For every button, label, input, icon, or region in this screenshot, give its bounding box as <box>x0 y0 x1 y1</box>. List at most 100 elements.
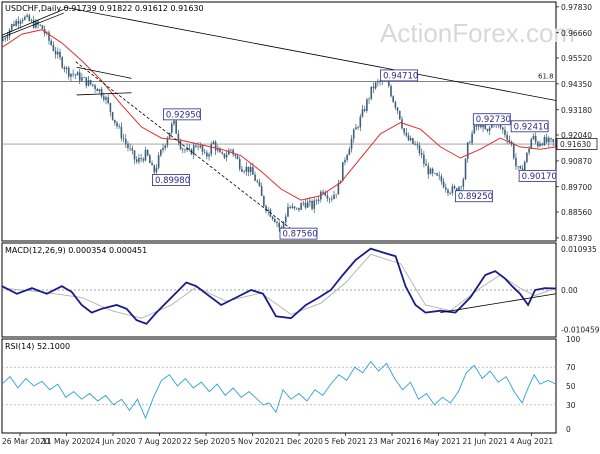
x-tick-label: 7 Aug 2020 <box>138 437 181 446</box>
price-candle <box>260 182 263 197</box>
x-tick-label: 26 Mar 2020 <box>2 437 50 446</box>
price-candle <box>309 197 311 207</box>
price-candle <box>223 153 226 160</box>
price-candle <box>206 149 208 160</box>
price-candle <box>512 142 515 160</box>
price-candle <box>175 118 177 134</box>
price-candle <box>67 65 70 80</box>
svg-text:0.92730: 0.92730 <box>476 115 511 125</box>
price-candle <box>24 15 26 21</box>
price-candle <box>271 215 274 221</box>
price-candle <box>199 142 202 149</box>
price-candle <box>56 47 59 59</box>
svg-text:0.90170: 0.90170 <box>522 172 557 182</box>
price-candle <box>52 41 55 52</box>
price-candle <box>346 153 348 163</box>
price-candle <box>160 149 162 158</box>
rsi-tick-label: 100 <box>566 335 581 344</box>
price-candle <box>127 141 129 152</box>
rsi-tick-label: 0 <box>566 425 571 434</box>
price-candle <box>287 202 289 218</box>
price-candle <box>166 136 169 148</box>
moving-average-line <box>1 29 557 201</box>
price-candle <box>258 178 261 187</box>
price-candle <box>19 18 22 29</box>
price-candle <box>436 172 438 177</box>
x-tick-label: 5 Feb 2021 <box>325 437 367 446</box>
price-candle <box>515 153 517 170</box>
price-candle <box>162 143 164 153</box>
price-candle <box>344 157 346 166</box>
price-candle <box>355 123 357 130</box>
price-candle <box>526 152 528 164</box>
price-candle <box>28 13 31 22</box>
price-candle <box>100 86 103 99</box>
svg-text:0.94710: 0.94710 <box>383 71 418 81</box>
price-candle <box>155 164 158 174</box>
rsi-panel-title: RSI(14) 52.1000 <box>5 342 70 351</box>
price-candle <box>405 128 408 138</box>
price-tick-label: 0.95520 <box>561 54 592 63</box>
price-candle <box>412 137 414 145</box>
price-candle <box>506 131 508 145</box>
price-candle <box>545 133 548 144</box>
price-candle <box>245 162 248 176</box>
macd-tick-label: 0.010935 <box>561 245 597 254</box>
price-candle <box>440 173 443 185</box>
price-candle <box>170 121 173 136</box>
price-candle <box>184 148 186 154</box>
macd-trend-line <box>440 293 557 313</box>
svg-text:0.89250: 0.89250 <box>458 192 493 202</box>
price-candle <box>464 157 467 180</box>
price-candle <box>462 177 465 190</box>
price-candle <box>543 134 546 146</box>
price-candle <box>21 17 24 24</box>
price-candle <box>267 207 270 216</box>
x-tick-label: 11 May 2020 <box>42 437 91 446</box>
price-candle <box>249 163 252 176</box>
rsi-tick-label: 70 <box>566 363 576 372</box>
price-candle <box>173 120 175 126</box>
price-candle <box>59 48 61 61</box>
price-candle <box>118 123 120 129</box>
price-candle <box>153 164 156 176</box>
price-candle <box>203 148 206 155</box>
price-candle <box>72 69 74 78</box>
macd-layer <box>1 247 557 325</box>
price-candle <box>276 220 278 227</box>
price-candle <box>394 100 397 110</box>
price-candle <box>111 111 114 121</box>
price-candle <box>541 142 544 147</box>
price-candle <box>197 142 199 151</box>
price-candle <box>81 73 83 82</box>
price-candle <box>50 38 53 47</box>
price-candle <box>131 145 134 155</box>
price-level-label: 0.92730 <box>472 113 511 125</box>
price-candle <box>149 153 151 164</box>
price-candle <box>76 71 79 76</box>
price-candle <box>328 197 331 204</box>
price-level-label: 0.92950 <box>163 108 201 120</box>
price-candle <box>324 190 327 197</box>
price-candle <box>186 143 188 152</box>
price-candle <box>554 138 557 147</box>
price-candle <box>39 24 42 27</box>
price-candle <box>488 125 491 136</box>
price-candle <box>550 137 552 143</box>
price-candle <box>225 149 228 162</box>
price-candle <box>17 16 20 29</box>
price-candle <box>333 190 335 200</box>
price-candle <box>54 47 57 59</box>
price-candle <box>418 142 421 156</box>
price-candle <box>30 18 33 23</box>
price-candle <box>431 167 434 177</box>
price-candle <box>306 198 309 208</box>
price-candle <box>359 113 362 132</box>
price-candle <box>164 144 167 151</box>
price-candle <box>188 144 191 152</box>
price-level-label: 0.94710 <box>380 69 418 81</box>
price-tick-label: 0.94350 <box>561 80 592 89</box>
svg-text:0.92950: 0.92950 <box>166 110 201 120</box>
price-tick-label: 0.88560 <box>561 208 592 217</box>
